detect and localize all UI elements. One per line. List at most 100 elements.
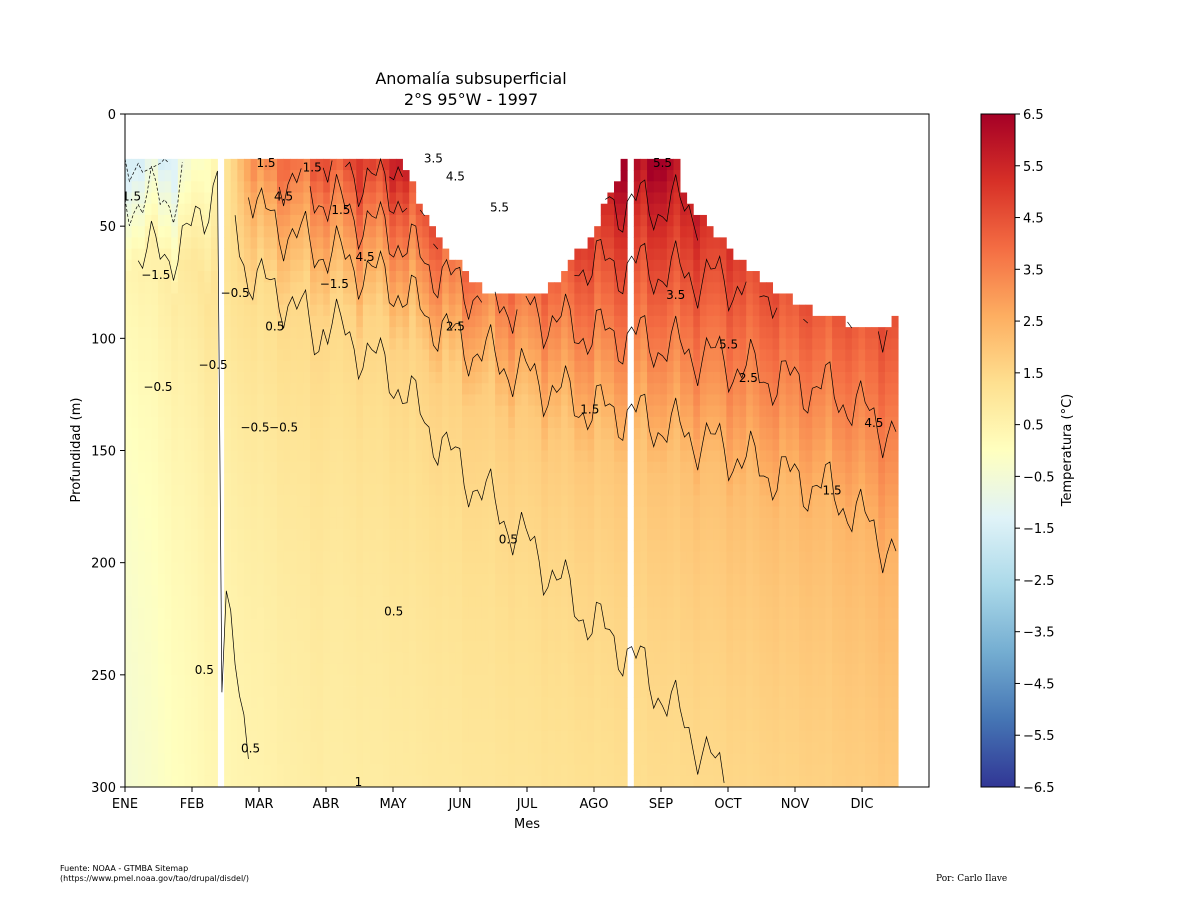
heatmap-cell [310,753,318,765]
heatmap-cell [270,248,278,261]
heatmap-cell [680,338,688,350]
heatmap-cell [726,652,734,665]
heatmap-cell [660,562,668,575]
heatmap-cell [666,753,674,765]
heatmap-cell [131,248,139,261]
heatmap-cell [415,708,423,721]
heatmap-cell [329,282,337,294]
heatmap-cell [435,394,443,407]
heatmap-cell [362,764,370,777]
heatmap-cell [594,472,602,485]
heatmap-cell [508,596,516,608]
heatmap-cell [250,371,258,384]
heatmap-cell [666,428,674,440]
heatmap-cell [243,697,251,709]
heatmap-cell [574,405,582,418]
heatmap-cell [468,730,476,743]
heatmap-cell [151,405,159,418]
heatmap-cell [323,383,331,395]
heatmap-cell [276,304,284,317]
heatmap-cell [580,596,588,608]
heatmap-cell [409,383,417,395]
heatmap-cell [428,742,436,754]
heatmap-cell [131,551,139,564]
heatmap-cell [409,517,417,530]
heatmap-cell [739,405,747,418]
heatmap-cell [131,237,139,249]
heatmap-cell [686,495,694,507]
heatmap-cell [442,540,450,552]
heatmap-cell [210,764,218,777]
heatmap-cell [310,596,318,608]
heatmap-cell [336,529,344,541]
heatmap-cell [653,383,661,395]
heatmap-cell [343,416,351,429]
heatmap-cell [402,753,410,765]
heatmap-cell [587,585,595,597]
heatmap-cell [746,573,754,586]
heatmap-cell [686,450,694,463]
heatmap-cell [574,686,582,698]
heatmap-cell [323,203,331,216]
heatmap-cell [356,562,364,575]
heatmap-cell [514,708,522,721]
heatmap-cell [376,596,384,608]
heatmap-cell [158,629,166,642]
heatmap-cell [442,405,450,418]
heatmap-cell [726,450,734,463]
heatmap-cell [310,730,318,743]
heatmap-cell [138,652,146,665]
heatmap-cell [699,315,707,328]
heatmap-cell [263,641,271,653]
heatmap-cell [415,282,423,294]
heatmap-cell [468,585,476,597]
heatmap-cell [290,282,298,294]
heatmap-cell [528,472,536,485]
heatmap-cell [600,562,608,575]
heatmap-cell [349,506,357,519]
heatmap-cell [310,742,318,754]
heatmap-cell [389,663,397,676]
heatmap-cell [395,203,403,216]
heatmap-cell [495,461,503,474]
heatmap-cell [197,304,205,317]
heatmap-cell [521,461,529,474]
heatmap-cell [713,517,721,530]
heatmap-cell [422,629,430,642]
heatmap-cell [224,203,232,216]
heatmap-cell [468,618,476,631]
heatmap-cell [647,484,655,496]
heatmap-cell [263,226,271,238]
heatmap-cell [204,181,212,193]
heatmap-cell [759,327,767,339]
heatmap-cell [310,181,318,193]
heatmap-cell [138,585,146,597]
heatmap-cell [177,203,185,216]
heatmap-cell [428,697,436,709]
heatmap-cell [158,775,166,787]
heatmap-cell [666,529,674,541]
heatmap-cell [343,349,351,362]
heatmap-cell [415,461,423,474]
heatmap-cell [336,663,344,676]
heatmap-cell [699,237,707,249]
heatmap-cell [620,585,628,597]
heatmap-cell [653,708,661,721]
heatmap-cell [680,293,688,306]
heatmap-cell [680,371,688,384]
heatmap-cell [567,349,575,362]
heatmap-cell [138,214,146,227]
heatmap-cell [389,248,397,261]
heatmap-cell [633,327,641,339]
heatmap-cell [752,405,760,418]
heatmap-cell [428,293,436,306]
heatmap-cell [376,158,384,171]
heatmap-cell [243,304,251,317]
heatmap-cell [250,753,258,765]
heatmap-cell [693,226,701,238]
heatmap-cell [541,484,549,496]
heatmap-cell [633,719,641,732]
heatmap-cell [395,775,403,787]
heatmap-cell [402,293,410,306]
heatmap-cell [686,484,694,496]
